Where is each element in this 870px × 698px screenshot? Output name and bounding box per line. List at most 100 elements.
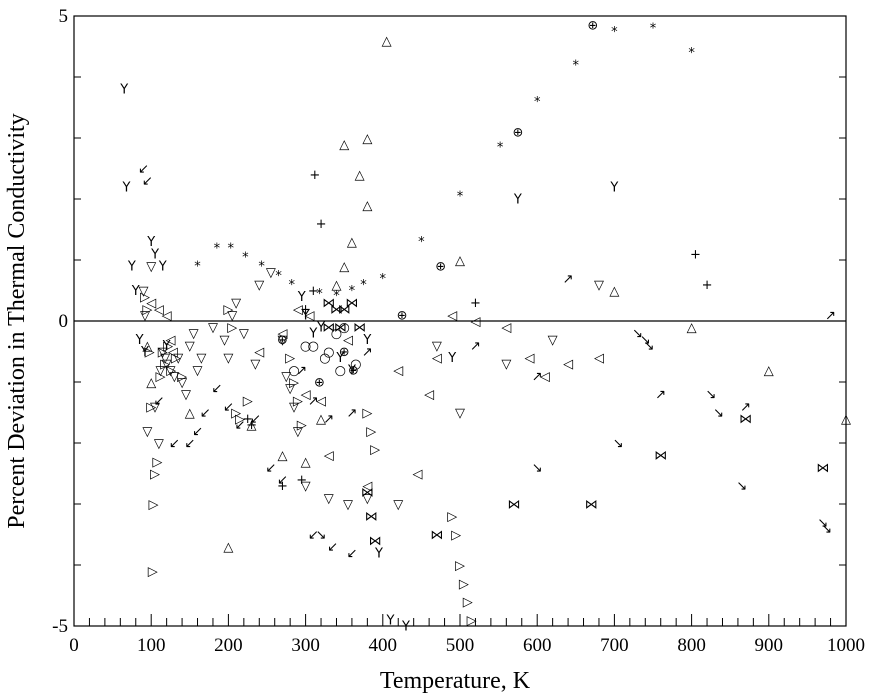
data-point: * (573, 58, 580, 73)
data-point: △ (687, 321, 697, 336)
data-point: ▽ (193, 363, 203, 378)
data-point: ◁ (166, 333, 176, 348)
data-point: ↙ (277, 473, 288, 488)
data-point: ↗ (740, 400, 751, 415)
data-point: + (316, 217, 327, 232)
data-point: ⋈ (508, 498, 521, 513)
data-point: ↙ (211, 382, 222, 397)
data-point: ↙ (346, 546, 357, 561)
data-point: ⋈ (322, 321, 335, 336)
data-point: ○ (308, 339, 319, 354)
data-point: ⋈ (365, 510, 378, 525)
data-point: * (333, 289, 340, 304)
y-tick-label: -5 (52, 616, 68, 637)
data-point: ↙ (142, 174, 153, 189)
data-point: ▷ (467, 613, 477, 628)
data-point: ▽ (208, 321, 218, 336)
data-point: ▽ (166, 363, 176, 378)
axis-ticks: 0 100 200 300 400 500 600 700 800 900 1000-505 (52, 6, 865, 656)
data-point: ↘ (632, 327, 643, 342)
data-point: ⋈ (322, 296, 335, 311)
data-point: ⋈ (739, 412, 752, 427)
data-point: + (690, 247, 701, 262)
data-point: ↗ (470, 339, 481, 354)
data-point: ↘ (644, 339, 655, 354)
x-tick-label: 100 (137, 635, 166, 656)
data-point: Y (150, 247, 159, 262)
x-tick-label: 0 (69, 635, 79, 656)
data-point: + (308, 284, 319, 299)
data-point: ◁ (501, 321, 511, 336)
data-point: ▷ (166, 363, 176, 378)
data-point: ◁ (146, 296, 156, 311)
x-tick-label: 1000 (827, 635, 865, 656)
data-point: Y (609, 180, 618, 195)
data-point: ◁ (324, 449, 334, 464)
data-point: ▽ (227, 308, 237, 323)
x-tick-label: 300 (291, 635, 320, 656)
data-point: ▷ (171, 351, 181, 366)
data-point: ◁ (432, 351, 442, 366)
data-point: ⋈ (330, 302, 343, 317)
data-point: ○ (335, 363, 346, 378)
data-point: ▽ (293, 424, 303, 439)
data-point: ▽ (220, 333, 230, 348)
data-point: ▽ (231, 296, 241, 311)
data-point: + (702, 278, 713, 293)
data-point: ◁ (524, 351, 534, 366)
data-point: * (418, 235, 425, 250)
data-point: △ (142, 339, 152, 354)
data-point: ⋈ (334, 321, 347, 336)
x-tick-label: 400 (369, 635, 398, 656)
data-point: Y (122, 180, 131, 195)
data-point: ↘ (613, 437, 624, 452)
data-point: Y (146, 235, 155, 250)
data-point: ⋈ (654, 449, 667, 464)
data-point: ↙ (192, 424, 203, 439)
data-point: Y (127, 260, 136, 275)
data-point: ▷ (148, 565, 158, 580)
data-point: ⊕ (277, 333, 288, 348)
x-tick-label: 600 (523, 635, 552, 656)
data-point: * (288, 278, 295, 293)
data-point: ▷ (297, 418, 307, 433)
data-point: ↙ (250, 412, 261, 427)
data-point: △ (347, 235, 357, 250)
data-point: ↗ (362, 345, 373, 360)
data-point: ↘ (532, 461, 543, 476)
data-point: ▷ (140, 290, 150, 305)
data-point: Y (297, 290, 306, 305)
data-point: + (277, 479, 288, 494)
data-point: * (360, 278, 367, 293)
data-point: △ (185, 406, 195, 421)
data-point: ▷ (145, 345, 155, 360)
data-point: ⊕ (397, 308, 408, 323)
data-point: ◁ (301, 388, 311, 403)
data-point: △ (609, 284, 619, 299)
data-point: ▷ (227, 321, 237, 336)
data-point: △ (339, 138, 349, 153)
data-point: ↙ (235, 418, 246, 433)
data-point: ↗ (346, 406, 357, 421)
data-point: ◁ (424, 388, 434, 403)
data-point: ◁ (470, 315, 480, 330)
data-point: Y (308, 327, 317, 342)
data-point: * (457, 189, 464, 204)
data-point: ▽ (250, 357, 260, 372)
data-point: ○ (350, 357, 361, 372)
y-tick-label: 5 (59, 6, 69, 27)
data-point: + (300, 302, 311, 317)
data-point: ↗ (563, 272, 574, 287)
data-point: ⊕ (587, 19, 598, 34)
data-point: ◁ (254, 345, 264, 360)
data-point: ↙ (153, 394, 164, 409)
data-point: △ (277, 449, 287, 464)
data-point: ↙ (184, 437, 195, 452)
data-point: ↘ (736, 479, 747, 494)
y-axis-title: Percent Deviation in Thermal Conductivit… (4, 113, 30, 528)
data-point: * (214, 241, 221, 256)
data-point: ▷ (362, 406, 372, 421)
data-point: ▽ (343, 498, 353, 513)
data-point: ▷ (231, 406, 241, 421)
data-point: Y (301, 308, 310, 323)
